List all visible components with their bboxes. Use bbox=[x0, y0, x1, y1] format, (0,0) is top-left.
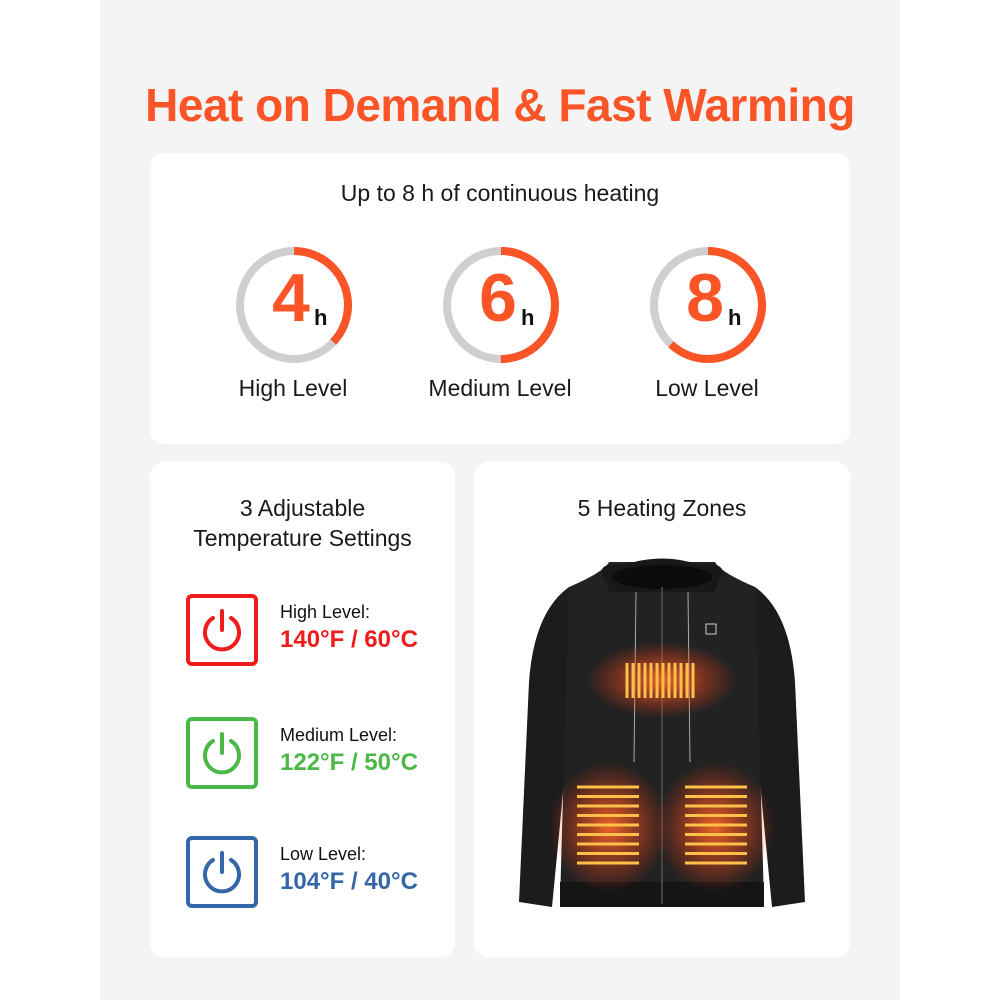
timer-unit: h bbox=[314, 305, 328, 330]
setting-label: Low Level: bbox=[280, 844, 367, 864]
timer-unit: h bbox=[728, 305, 742, 330]
power-icon bbox=[186, 717, 258, 789]
timer-value: 6 bbox=[479, 260, 517, 336]
ring-fill bbox=[443, 247, 559, 363]
settings-card: 3 Adjustable Temperature Settings High L… bbox=[150, 462, 455, 957]
timer-unit: h bbox=[521, 305, 535, 330]
settings-heading-line2: Temperature Settings bbox=[193, 525, 412, 551]
heated-jacket-image bbox=[519, 558, 805, 907]
timer-medium: 6 h bbox=[441, 245, 561, 365]
timer-label: Medium Level bbox=[428, 375, 572, 401]
zones-card: 5 Heating Zones bbox=[474, 462, 850, 957]
timer-low: 8 h bbox=[648, 245, 768, 365]
setting-value: 122°F / 50°C bbox=[280, 749, 418, 776]
timer-label: High Level bbox=[238, 375, 348, 401]
ring-fill bbox=[650, 247, 766, 363]
runtime-card: Up to 8 h of continuous heating 4 h High… bbox=[150, 153, 850, 444]
setting-value: 104°F / 40°C bbox=[280, 868, 418, 895]
setting-low: Low Level: 104°F / 40°C bbox=[186, 836, 456, 908]
progress-ring-icon bbox=[236, 247, 352, 363]
setting-label: High Level: bbox=[280, 602, 371, 622]
settings-heading-line1: 3 Adjustable bbox=[239, 495, 366, 521]
timer-value: 4 bbox=[272, 260, 310, 336]
setting-label: Medium Level: bbox=[280, 725, 398, 745]
progress-ring-icon bbox=[650, 247, 766, 363]
setting-high: High Level: 140°F / 60°C bbox=[186, 594, 456, 666]
timer-label: Low Level bbox=[655, 375, 759, 401]
setting-medium: Medium Level: 122°F / 50°C bbox=[186, 717, 456, 789]
progress-ring-icon bbox=[443, 247, 559, 363]
ring-fill bbox=[236, 247, 352, 363]
zones-heading: 5 Heating Zones bbox=[577, 495, 747, 521]
power-icon bbox=[186, 836, 258, 908]
timer-value: 8 bbox=[686, 260, 724, 336]
timer-high: 4 h bbox=[234, 245, 354, 365]
power-icon bbox=[186, 594, 258, 666]
runtime-heading: Up to 8 h of continuous heating bbox=[340, 180, 660, 206]
page-title: Heat on Demand & Fast Warming bbox=[145, 79, 855, 131]
setting-value: 140°F / 60°C bbox=[280, 626, 418, 653]
